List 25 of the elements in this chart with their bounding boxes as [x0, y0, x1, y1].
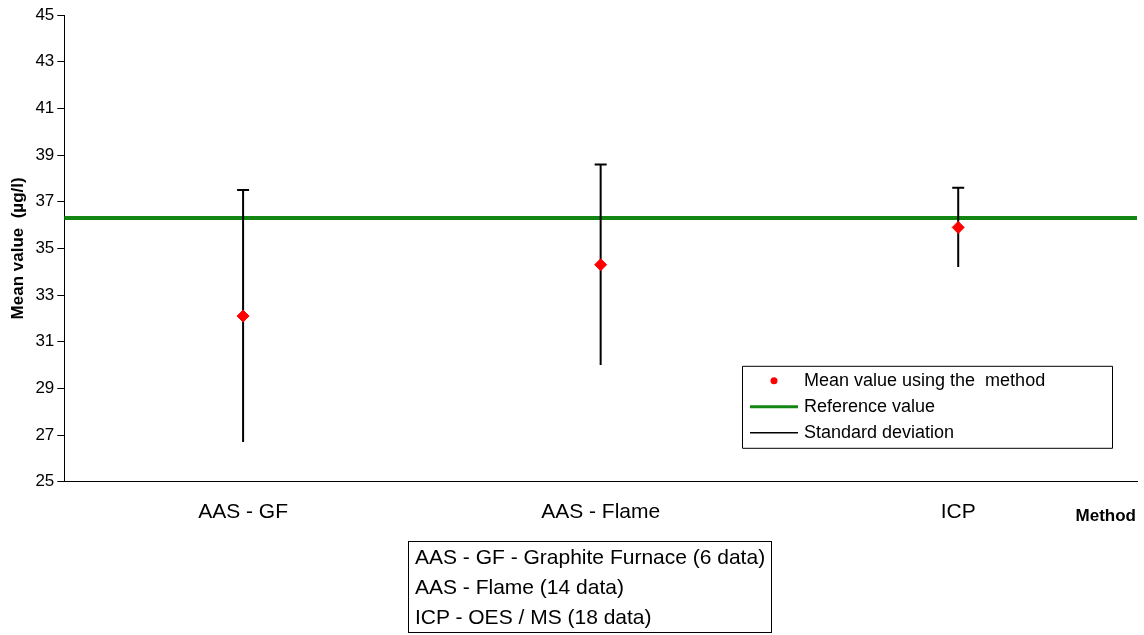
point	[951, 220, 965, 234]
legend-label: Mean value using the method	[804, 369, 1046, 390]
y-tick-label: 39	[35, 144, 55, 164]
y-tick-label: 41	[35, 98, 55, 118]
y-tick-label: 25	[35, 471, 55, 491]
x-tick-label: AAS - GF	[198, 499, 289, 523]
point	[594, 258, 608, 272]
y-axis-title: Mean value (µg/l)	[7, 177, 27, 320]
y-tick-label: 45	[35, 4, 55, 24]
legend-label: Reference value	[804, 395, 936, 416]
text: ICP - OES / MS (18 data)	[415, 604, 653, 630]
text: AAS - GF - Graphite Furnace (6 data)	[415, 544, 766, 570]
y-tick-label: 43	[35, 51, 55, 71]
y-tick-label: 37	[35, 191, 55, 211]
annotation: Standard deviation	[804, 421, 955, 442]
y-tick-label: 27	[35, 424, 55, 444]
text: AAS - Flame (14 data)	[415, 574, 625, 600]
point	[236, 309, 250, 323]
y-tick-label: 35	[35, 238, 55, 258]
x-tick-label: ICP	[940, 499, 976, 523]
x-axis-title: Method	[1075, 506, 1136, 526]
x-tick-label: AAS - Flame	[541, 499, 661, 523]
y-tick-label: 31	[35, 331, 55, 351]
y-tick-label: 33	[35, 284, 55, 304]
y-tick-label: 29	[35, 378, 55, 398]
